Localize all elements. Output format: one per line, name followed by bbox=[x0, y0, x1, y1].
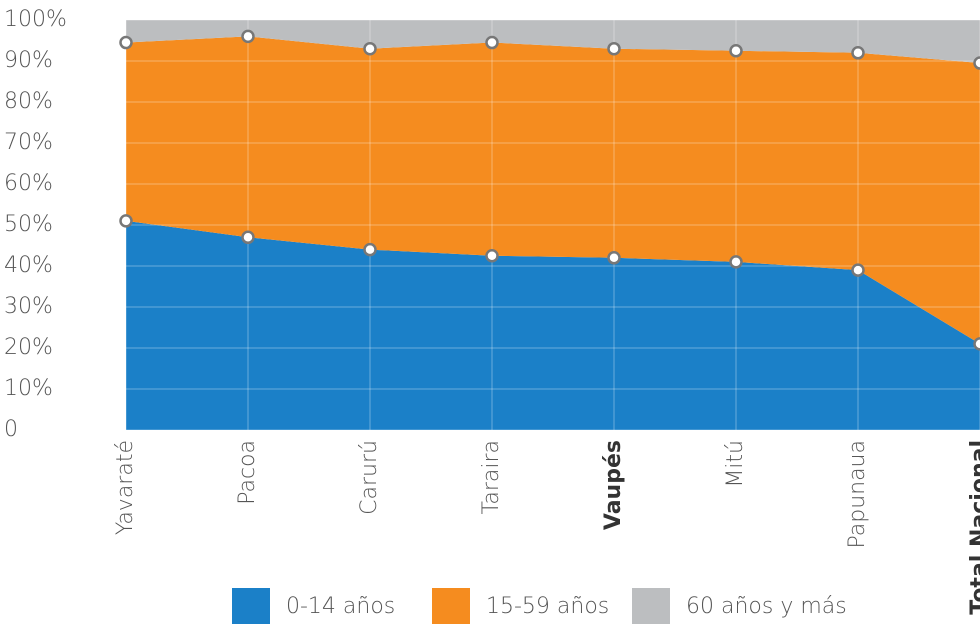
legend-item: 15-59 años bbox=[432, 588, 609, 624]
point-marker bbox=[363, 242, 377, 257]
point-marker bbox=[851, 263, 865, 277]
y-tick-label: 20% bbox=[4, 335, 53, 360]
legend-swatch bbox=[632, 588, 670, 624]
x-tick-label: Papunaua bbox=[845, 440, 870, 549]
x-tick-label: Total Nacional bbox=[967, 440, 980, 615]
y-tick-label: 60% bbox=[4, 171, 53, 196]
x-tick-label: Pacoa bbox=[235, 440, 260, 505]
y-tick-label: 0 bbox=[4, 417, 18, 442]
legend-item: 0-14 años bbox=[232, 588, 395, 624]
point-marker bbox=[851, 46, 865, 60]
legend-swatch bbox=[232, 588, 270, 624]
x-tick-label: Mitú bbox=[723, 440, 748, 488]
area bbox=[126, 20, 980, 64]
x-tick-label: Yavaraté bbox=[113, 440, 138, 535]
point-marker bbox=[241, 29, 255, 44]
point-marker bbox=[363, 41, 377, 56]
point-marker bbox=[119, 35, 133, 50]
point-marker bbox=[729, 44, 743, 58]
x-tick-label: Taraira bbox=[479, 440, 504, 514]
legend-item: 60 años y más bbox=[632, 588, 847, 624]
legend-label: 15-59 años bbox=[486, 594, 609, 619]
legend-label: 60 años y más bbox=[686, 594, 847, 619]
point-marker bbox=[119, 214, 133, 228]
x-tick-label: Carurú bbox=[357, 440, 382, 515]
x-tick-label: Vaupés bbox=[601, 440, 626, 530]
y-tick-label: 50% bbox=[4, 212, 53, 237]
point-marker bbox=[973, 56, 980, 70]
y-tick-label: 90% bbox=[4, 48, 53, 73]
y-tick-label: 80% bbox=[4, 89, 53, 114]
point-marker bbox=[485, 35, 499, 50]
point-marker bbox=[973, 337, 980, 351]
y-tick-label: 30% bbox=[4, 294, 53, 319]
y-tick-label: 100% bbox=[4, 7, 67, 32]
y-tick-label: 40% bbox=[4, 253, 53, 278]
area bbox=[126, 220, 980, 430]
point-marker bbox=[607, 41, 621, 56]
point-marker bbox=[241, 230, 255, 245]
legend-label: 0-14 años bbox=[286, 594, 395, 619]
point-marker bbox=[485, 249, 499, 263]
point-marker bbox=[607, 251, 621, 265]
legend-swatch bbox=[432, 588, 470, 624]
point-marker bbox=[729, 255, 743, 269]
area bbox=[126, 36, 980, 344]
y-tick-label: 10% bbox=[4, 376, 53, 401]
y-tick-label: 70% bbox=[4, 130, 53, 155]
